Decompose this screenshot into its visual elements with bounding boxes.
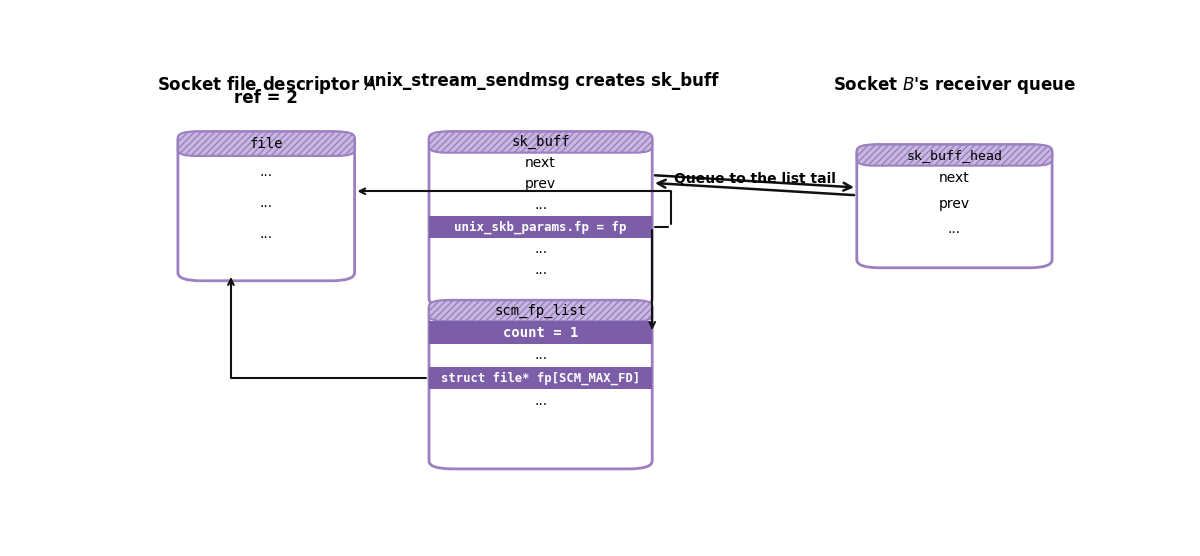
Text: file: file — [250, 137, 283, 151]
Text: ref = 2: ref = 2 — [234, 88, 298, 107]
Text: prev: prev — [938, 197, 970, 211]
FancyBboxPatch shape — [857, 145, 1052, 166]
FancyBboxPatch shape — [857, 145, 1052, 268]
Text: Socket $B$'s receiver queue: Socket $B$'s receiver queue — [833, 73, 1076, 96]
Text: sk_buff: sk_buff — [511, 135, 570, 149]
Text: struct file* fp[SCM_MAX_FD]: struct file* fp[SCM_MAX_FD] — [442, 371, 640, 385]
FancyBboxPatch shape — [178, 132, 355, 156]
FancyBboxPatch shape — [430, 300, 653, 469]
Bar — [430, 321, 653, 344]
Text: ...: ... — [259, 227, 272, 241]
Text: ...: ... — [259, 165, 272, 178]
Text: ...: ... — [534, 349, 547, 363]
Text: ...: ... — [534, 198, 547, 212]
Bar — [430, 216, 653, 238]
FancyBboxPatch shape — [430, 300, 653, 321]
Text: sk_buff_head: sk_buff_head — [906, 148, 1002, 162]
FancyBboxPatch shape — [430, 132, 653, 153]
Text: Socket file descriptor $A$: Socket file descriptor $A$ — [156, 73, 376, 96]
Text: next: next — [526, 156, 556, 170]
Text: unix_stream_sendmsg creates sk_buff: unix_stream_sendmsg creates sk_buff — [362, 72, 719, 90]
Text: prev: prev — [526, 177, 556, 191]
FancyBboxPatch shape — [178, 132, 355, 281]
Text: ...: ... — [534, 262, 547, 277]
Text: unix_skb_params.fp = fp: unix_skb_params.fp = fp — [455, 220, 626, 234]
Text: scm_fp_list: scm_fp_list — [494, 304, 587, 318]
FancyBboxPatch shape — [430, 132, 653, 307]
Text: ...: ... — [534, 242, 547, 256]
Text: ...: ... — [534, 394, 547, 408]
Text: next: next — [940, 171, 970, 185]
Text: ...: ... — [948, 222, 961, 236]
Bar — [430, 367, 653, 389]
Text: count = 1: count = 1 — [503, 326, 578, 340]
Text: Queue to the list tail: Queue to the list tail — [673, 172, 835, 186]
Text: ...: ... — [259, 196, 272, 210]
